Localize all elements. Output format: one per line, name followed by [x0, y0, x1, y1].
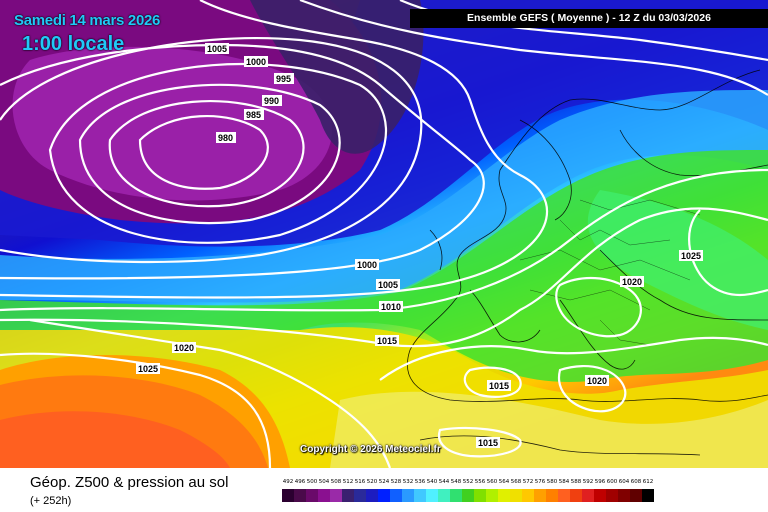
legend-value: 560 — [486, 479, 498, 485]
legend-value: 540 — [426, 479, 438, 485]
legend-value: 496 — [294, 479, 306, 485]
legend-value: 508 — [330, 479, 342, 485]
legend-swatch — [366, 489, 378, 502]
legend-value: 608 — [630, 479, 642, 485]
isobar-label: 980 — [218, 133, 233, 143]
legend-swatch — [450, 489, 462, 502]
legend-swatch — [606, 489, 618, 502]
forecast-map: 1005 1000 995 990 985 980 1000 1005 1010… — [0, 0, 768, 468]
legend-swatch — [546, 489, 558, 502]
legend-swatch — [522, 489, 534, 502]
legend-value: 592 — [582, 479, 594, 485]
legend-swatch — [378, 489, 390, 502]
legend-swatch — [390, 489, 402, 502]
legend-value: 552 — [462, 479, 474, 485]
legend-value: 548 — [450, 479, 462, 485]
isobar-label: 1020 — [587, 376, 607, 386]
color-scale-bar — [282, 489, 654, 502]
band-magenta-low — [12, 46, 333, 201]
legend-value: 520 — [366, 479, 378, 485]
legend-swatch — [642, 489, 654, 502]
legend-value: 532 — [402, 479, 414, 485]
legend-swatch — [438, 489, 450, 502]
copyright-notice: Copyright © 2026 Meteociel.fr — [300, 444, 441, 455]
geopotential-map-canvas: 1005 1000 995 990 985 980 1000 1005 1010… — [0, 0, 768, 468]
legend-value: 536 — [414, 479, 426, 485]
forecast-date: Samedi 14 mars 2026 — [14, 12, 161, 29]
legend-value: 596 — [594, 479, 606, 485]
legend-value: 576 — [534, 479, 546, 485]
isobar-label: 1000 — [357, 260, 377, 270]
legend-value: 500 — [306, 479, 318, 485]
isobar-label: 1010 — [381, 302, 401, 312]
legend-swatch — [342, 489, 354, 502]
isobar-label: 990 — [264, 96, 279, 106]
legend-swatch — [318, 489, 330, 502]
isobar-label: 995 — [276, 74, 291, 84]
legend-value: 600 — [606, 479, 618, 485]
legend-value: 568 — [510, 479, 522, 485]
legend-swatch — [414, 489, 426, 502]
band-red-orange — [0, 411, 230, 468]
model-run-banner: Ensemble GEFS ( Moyenne ) - 12 Z du 03/0… — [410, 9, 768, 28]
band-lightgreen — [587, 190, 768, 330]
parameter-title: Géop. Z500 & pression au sol — [30, 474, 229, 491]
legend-value: 528 — [390, 479, 402, 485]
legend-swatch — [570, 489, 582, 502]
legend-value: 604 — [618, 479, 630, 485]
legend-value: 492 — [282, 479, 294, 485]
legend-value: 556 — [474, 479, 486, 485]
legend-value: 588 — [570, 479, 582, 485]
isobar-label: 1020 — [174, 343, 194, 353]
isobar-label: 1000 — [246, 57, 266, 67]
legend-swatch — [510, 489, 522, 502]
legend-swatch — [594, 489, 606, 502]
legend-swatch — [306, 489, 318, 502]
isobar-label: 1025 — [138, 364, 158, 374]
legend-value: 516 — [354, 479, 366, 485]
isobar-label: 1005 — [207, 44, 227, 54]
legend-swatch — [354, 489, 366, 502]
isobar-label: 1005 — [378, 280, 398, 290]
isobar-label: 1025 — [681, 251, 701, 261]
isobar-label: 1020 — [622, 277, 642, 287]
legend-value: 544 — [438, 479, 450, 485]
legend-value: 564 — [498, 479, 510, 485]
legend-value: 584 — [558, 479, 570, 485]
legend-swatch — [618, 489, 630, 502]
legend-footer: Géop. Z500 & pression au sol (+ 252h) 49… — [0, 468, 768, 512]
legend-value: 612 — [642, 479, 654, 485]
country-borders — [519, 199, 701, 346]
legend-swatch — [486, 489, 498, 502]
legend-value: 580 — [546, 479, 558, 485]
isobar-labels: 1005 1000 995 990 985 980 1000 1005 1010… — [136, 43, 703, 448]
isobar-label: 1015 — [377, 336, 397, 346]
legend-swatch — [462, 489, 474, 502]
legend-swatch — [282, 489, 294, 502]
isobar-label: 1015 — [478, 438, 498, 448]
legend-swatch — [474, 489, 486, 502]
legend-value: 524 — [378, 479, 390, 485]
legend-swatch — [558, 489, 570, 502]
legend-swatch — [426, 489, 438, 502]
legend-value: 572 — [522, 479, 534, 485]
legend-swatch — [534, 489, 546, 502]
lead-time: (+ 252h) — [30, 495, 72, 507]
legend-swatch — [498, 489, 510, 502]
legend-swatch — [582, 489, 594, 502]
legend-value: 504 — [318, 479, 330, 485]
band-cyan — [0, 90, 768, 303]
isobar-label: 985 — [246, 110, 261, 120]
legend-swatch — [294, 489, 306, 502]
legend-value: 512 — [342, 479, 354, 485]
legend-swatch — [630, 489, 642, 502]
isobars — [0, 0, 768, 468]
band-lightyellow — [330, 391, 768, 468]
legend-swatch — [402, 489, 414, 502]
forecast-local-time: 1:00 locale — [22, 33, 125, 55]
legend-swatch — [330, 489, 342, 502]
isobar-label: 1015 — [489, 381, 509, 391]
